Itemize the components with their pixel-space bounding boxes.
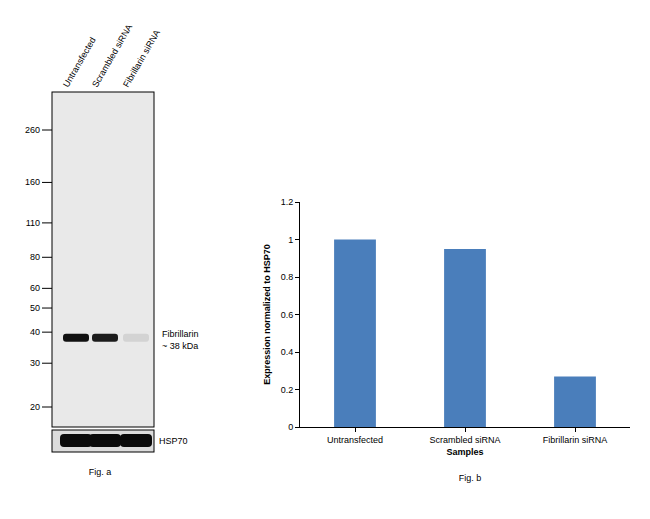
svg-text:Fig. b: Fig. b [459,473,482,483]
svg-text:60: 60 [30,283,40,293]
svg-text:HSP70: HSP70 [159,436,188,446]
svg-text:1: 1 [288,235,293,245]
svg-text:0.8: 0.8 [281,272,294,282]
svg-text:30: 30 [30,358,40,368]
svg-text:Fig. a: Fig. a [89,467,112,477]
svg-text:Fibrillarin siRNA: Fibrillarin siRNA [543,435,608,445]
svg-text:40: 40 [30,327,40,337]
svg-text:0.4: 0.4 [281,347,294,357]
svg-text:Untransfected: Untransfected [61,35,98,89]
svg-text:Scrambled siRNA: Scrambled siRNA [429,435,500,445]
svg-text:260: 260 [25,125,40,135]
svg-text:Fibrillarin: Fibrillarin [162,329,199,339]
svg-text:50: 50 [30,303,40,313]
svg-text:80: 80 [30,252,40,262]
svg-text:Scrambled siRNA: Scrambled siRNA [90,22,134,89]
svg-text:1.2: 1.2 [281,197,294,207]
svg-text:Expression normalized to HSP70: Expression normalized to HSP70 [262,244,272,385]
svg-text:0.2: 0.2 [281,385,294,395]
svg-text:Fibrillarin siRNA: Fibrillarin siRNA [121,28,162,89]
svg-text:0: 0 [288,422,293,432]
svg-text:160: 160 [25,177,40,187]
svg-text:Untransfected: Untransfected [327,435,383,445]
svg-text:~ 38 kDa: ~ 38 kDa [162,341,198,351]
svg-text:Samples: Samples [446,447,483,457]
svg-text:0.6: 0.6 [281,310,294,320]
svg-text:20: 20 [30,402,40,412]
svg-text:110: 110 [26,218,40,228]
